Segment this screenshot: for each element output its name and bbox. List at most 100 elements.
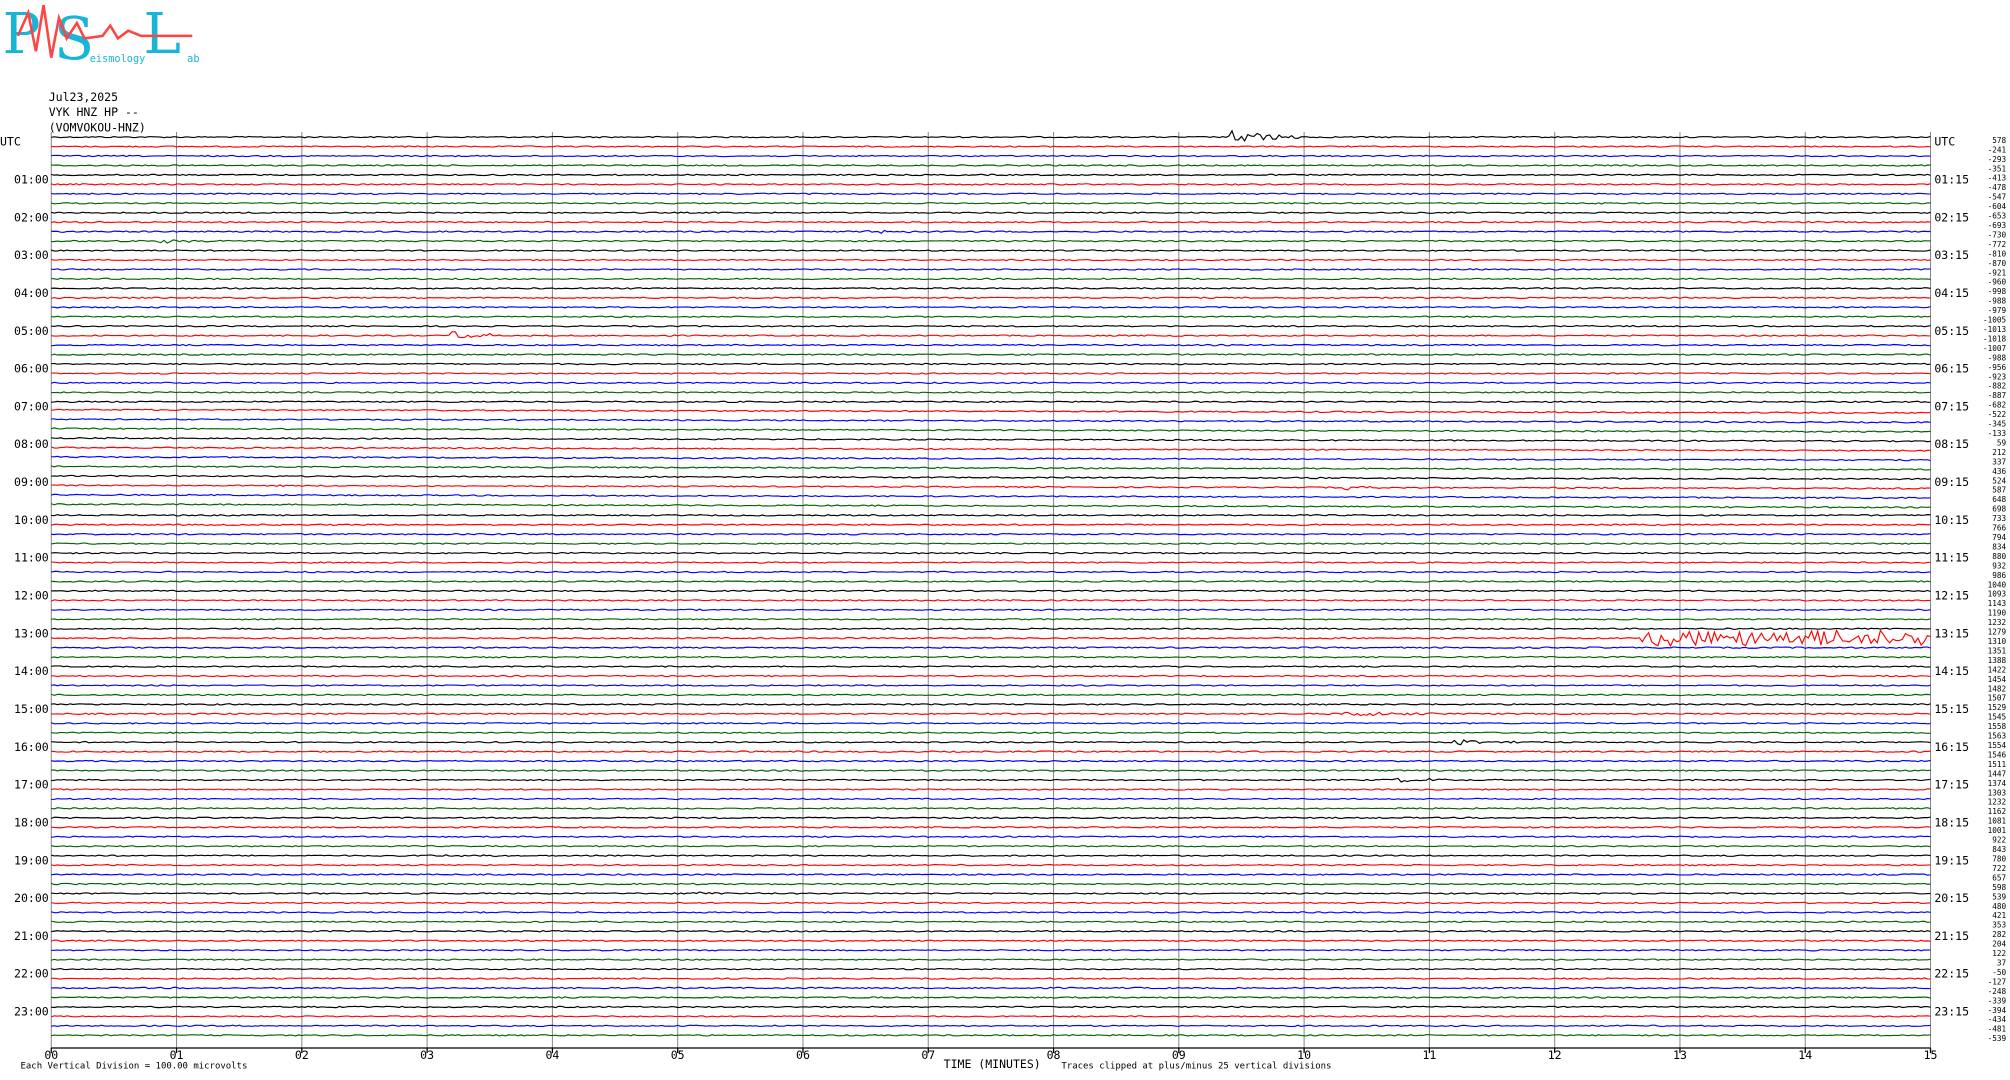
left-time-label: 12:00 — [14, 589, 49, 603]
right-time-label: 09:15 — [1934, 475, 1969, 489]
offset-label: -882 — [1988, 382, 2006, 391]
trace — [51, 408, 1931, 414]
x-tick-label: 02 — [295, 1048, 309, 1062]
offset-label: -604 — [1988, 202, 2007, 211]
offset-label: -960 — [1988, 278, 2007, 287]
trace — [51, 599, 1931, 602]
trace — [51, 1024, 1931, 1028]
trace — [51, 427, 1931, 433]
offset-label: 587 — [1992, 486, 2006, 495]
x-tick-label: 05 — [671, 1048, 685, 1062]
x-tick-label: 09 — [1172, 1048, 1186, 1062]
trace — [51, 493, 1931, 500]
left-time-label: 09:00 — [14, 475, 49, 489]
offset-label: 1351 — [1988, 646, 2007, 655]
logo-word: eismology — [90, 53, 146, 65]
x-tick-label: 10 — [1297, 1048, 1311, 1062]
offset-label: 578 — [1992, 136, 2006, 145]
trace — [51, 1005, 1931, 1009]
trace — [51, 882, 1931, 886]
trace — [51, 901, 1931, 905]
trace — [51, 514, 1931, 517]
offset-label: -772 — [1988, 240, 2006, 249]
offset-label: 780 — [1992, 854, 2006, 863]
offset-label: 834 — [1992, 542, 2006, 551]
offset-label: 37 — [1997, 958, 2007, 967]
offset-label: -921 — [1988, 268, 2007, 277]
offset-label: 1162 — [1988, 807, 2006, 816]
trace — [51, 220, 1931, 224]
offset-label: -50 — [1992, 968, 2006, 977]
offset-label: -870 — [1988, 259, 2007, 268]
trace — [51, 239, 1931, 244]
offset-label: 1422 — [1988, 665, 2006, 674]
right-time-label: 19:15 — [1934, 853, 1969, 867]
left-time-label: 02:00 — [14, 210, 49, 224]
offset-label: -133 — [1988, 429, 2007, 438]
trace — [51, 324, 1931, 328]
offset-label: -682 — [1988, 401, 2006, 410]
offset-label: 1310 — [1988, 637, 2007, 646]
offset-label: -1013 — [1983, 325, 2006, 334]
trace — [51, 381, 1931, 385]
right-time-label: 11:15 — [1934, 551, 1969, 565]
offset-label: 843 — [1992, 845, 2006, 854]
x-tick-label: 00 — [44, 1048, 58, 1062]
trace — [51, 268, 1931, 271]
offset-label: -539 — [1988, 1034, 2007, 1043]
offset-label: 1546 — [1988, 750, 2007, 759]
trace — [51, 532, 1931, 536]
offset-label: -127 — [1988, 977, 2007, 986]
trace — [51, 484, 1931, 491]
offset-label: -956 — [1988, 363, 2007, 372]
trace — [51, 854, 1931, 858]
trace — [51, 343, 1931, 347]
offset-label: 1511 — [1988, 760, 2007, 769]
trace — [51, 948, 1931, 952]
offset-label: 524 — [1992, 476, 2006, 485]
right-time-label: 13:15 — [1934, 626, 1969, 640]
offset-label: 353 — [1992, 921, 2006, 930]
trace — [51, 684, 1931, 687]
x-axis-label: TIME (MINUTES) — [944, 1057, 1041, 1071]
trace — [51, 618, 1931, 621]
trace — [51, 711, 1931, 717]
trace — [51, 703, 1931, 706]
left-time-label: 08:00 — [14, 437, 49, 451]
clip-note: Traces clipped at plus/minus 25 vertical… — [1061, 1061, 1331, 1071]
x-tick-label: 12 — [1548, 1048, 1562, 1062]
trace — [51, 570, 1931, 574]
offset-label: -730 — [1988, 230, 2007, 239]
trace — [51, 929, 1931, 933]
trace — [51, 154, 1931, 158]
offset-label: 932 — [1992, 561, 2006, 570]
right-time-label: 12:15 — [1934, 589, 1969, 603]
offset-label: -653 — [1988, 212, 2007, 221]
trace — [51, 287, 1931, 290]
right-time-label: 15:15 — [1934, 702, 1969, 716]
trace — [51, 249, 1931, 252]
station: VYK HNZ HP -- — [49, 105, 139, 119]
trace — [51, 455, 1931, 462]
trace — [51, 693, 1931, 697]
right-time-label: 20:15 — [1934, 891, 1969, 905]
offset-label: 1563 — [1988, 732, 2007, 741]
offset-label: -248 — [1988, 987, 2007, 996]
offset-label: 212 — [1992, 448, 2006, 457]
trace — [51, 835, 1931, 838]
offset-label: -998 — [1988, 287, 2007, 296]
trace — [51, 1015, 1931, 1018]
offset-label: -351 — [1988, 164, 2007, 173]
offset-label: 421 — [1992, 911, 2006, 920]
left-time-label: 13:00 — [14, 626, 49, 640]
offset-label: -522 — [1988, 410, 2006, 419]
trace — [51, 331, 1931, 339]
offset-label: 733 — [1992, 514, 2006, 523]
right-time-label: 18:15 — [1934, 815, 1969, 829]
offset-label: 922 — [1992, 836, 2006, 845]
date: Jul23,2025 — [49, 90, 118, 104]
trace — [51, 145, 1931, 148]
trace — [51, 296, 1931, 300]
offset-label: 1454 — [1988, 675, 2007, 684]
